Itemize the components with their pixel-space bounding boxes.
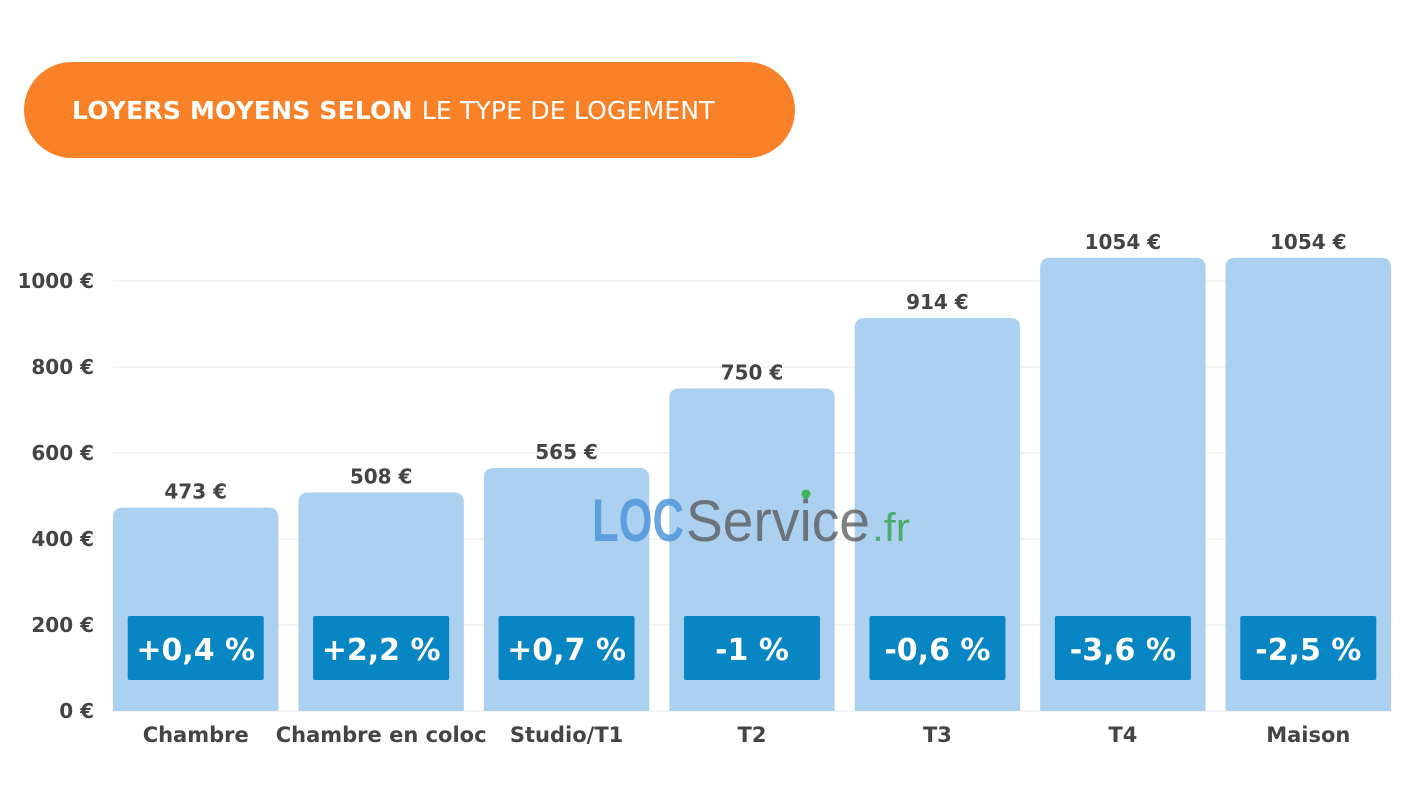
- y-tick-label: 0 €: [59, 699, 94, 723]
- bar-group: 508 € +2,2 %: [298, 465, 464, 711]
- bar-group: 750 € -1 %: [669, 361, 835, 711]
- bar: [1225, 257, 1391, 711]
- bar-value-label: 473 €: [164, 480, 227, 504]
- watermark-loc: LOC: [592, 487, 684, 554]
- bar-group: 1054 € -3,6 %: [1040, 230, 1206, 711]
- y-tick-label: 400 €: [31, 527, 94, 551]
- watermark-tld: .fr: [872, 506, 910, 550]
- bar: [1040, 257, 1206, 711]
- change-badge: [1054, 616, 1191, 680]
- change-badge-label: -0,6 %: [884, 633, 990, 668]
- y-tick-label: 600 €: [31, 441, 94, 465]
- bar-value-label: 508 €: [350, 465, 413, 489]
- bar: [113, 507, 279, 711]
- bar-group: 914 € -0,6 %: [854, 290, 1021, 711]
- change-badge-label: -1 %: [715, 633, 789, 668]
- change-badge: [313, 616, 450, 680]
- y-tick-label: 1000 €: [17, 269, 94, 293]
- change-badge: [1240, 616, 1377, 680]
- bar-value-label: 1054 €: [1270, 230, 1347, 254]
- change-badge-label: -2,5 %: [1255, 633, 1361, 668]
- chart-title: LOYERS MOYENS SELON LE TYPE DE LOGEMENT: [24, 62, 795, 158]
- change-badge: [684, 616, 820, 680]
- locservice-watermark: LOC Service .fr: [592, 487, 910, 554]
- chart-title-bold: LOYERS MOYENS SELON: [72, 95, 413, 125]
- watermark-dot: [801, 489, 811, 499]
- x-category-label: Studio/T1: [510, 723, 623, 747]
- change-badge: [869, 616, 1006, 680]
- x-category-label: Chambre en coloc: [276, 723, 487, 747]
- change-badge-label: -3,6 %: [1070, 633, 1176, 668]
- change-badge-label: +0,7 %: [507, 633, 626, 668]
- y-axis: 0 € 200 € 400 € 600 € 800 € 1000 €: [17, 269, 94, 723]
- x-axis: Chambre Chambre en coloc Studio/T1 T2 T3 T4 Ma…: [143, 723, 1351, 747]
- bar-value-label: 1054 €: [1085, 230, 1162, 254]
- bar-value-label: 914 €: [906, 290, 969, 314]
- bar-value-label: 750 €: [721, 361, 784, 385]
- x-category-label: T4: [1108, 723, 1137, 747]
- chart-title-light: LE TYPE DE LOGEMENT: [421, 95, 715, 125]
- change-badge-label: +0,4 %: [136, 633, 255, 668]
- bar-group: 565 € +0,7 %: [483, 440, 650, 711]
- watermark-service: Service: [686, 489, 870, 554]
- bar-value-label: 565 €: [535, 440, 598, 464]
- bar-group: 1054 € -2,5 %: [1225, 230, 1391, 711]
- change-badge: [498, 616, 635, 680]
- change-badge-label: +2,2 %: [322, 633, 441, 668]
- x-category-label: T2: [738, 723, 767, 747]
- bars: 473 € +0,4 % 508 € +2,2 % 565 € +0,7 % 750 € -1…: [113, 230, 1391, 711]
- y-tick-label: 200 €: [31, 613, 94, 637]
- bar-group: 473 € +0,4 %: [113, 480, 279, 711]
- x-category-label: T3: [923, 723, 952, 747]
- y-tick-label: 800 €: [31, 355, 94, 379]
- x-category-label: Maison: [1266, 723, 1350, 747]
- x-category-label: Chambre: [143, 723, 249, 747]
- change-badge: [127, 616, 264, 680]
- bar: [854, 317, 1021, 711]
